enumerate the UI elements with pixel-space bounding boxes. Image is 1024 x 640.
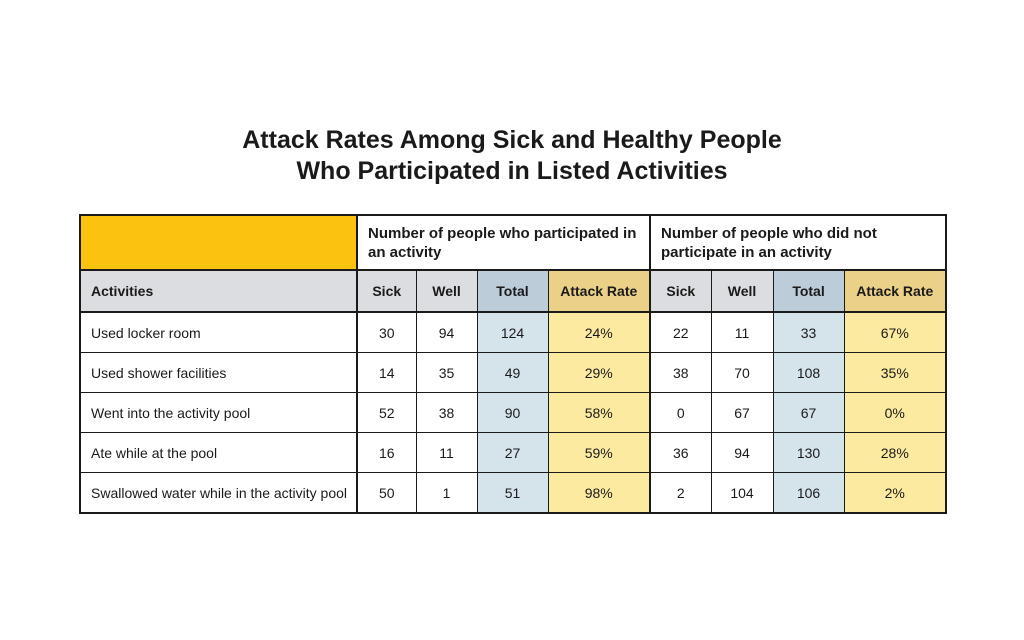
activity-label: Went into the activity pool	[79, 392, 358, 433]
n-total-cell: 67	[772, 392, 845, 433]
p-sick-cell: 52	[356, 392, 417, 433]
p-attack-rate-cell: 24%	[547, 311, 651, 353]
attack-rate-table: Number of people who participated in an …	[79, 214, 948, 514]
n-well-cell: 11	[710, 311, 774, 353]
group-participated-header: Number of people who participated in an …	[355, 214, 651, 271]
p-total-cell: 124	[476, 311, 549, 353]
table-row: Ate while at the pool 16 11 27 59% 36 94…	[79, 432, 947, 473]
col-activities: Activities	[79, 269, 358, 313]
n-total-cell: 33	[772, 311, 845, 353]
title-line-2: Who Participated in Listed Activities	[296, 157, 728, 185]
n-attack-rate-cell: 28%	[843, 432, 947, 473]
p-total-cell: 90	[476, 392, 549, 433]
col-p-well: Well	[415, 269, 478, 313]
n-sick-cell: 38	[649, 352, 712, 393]
n-well-cell: 94	[710, 432, 774, 473]
p-attack-rate-cell: 59%	[547, 432, 651, 473]
p-attack-rate-cell: 98%	[547, 472, 651, 514]
col-p-sick: Sick	[356, 269, 417, 313]
n-total-cell: 108	[772, 352, 845, 393]
title-line-1: Attack Rates Among Sick and Healthy Peop…	[242, 126, 782, 154]
n-attack-rate-cell: 35%	[843, 352, 947, 393]
n-well-cell: 70	[710, 352, 774, 393]
p-total-cell: 49	[476, 352, 549, 393]
n-sick-cell: 2	[649, 472, 712, 514]
table-row: Used shower facilities 14 35 49 29% 38 7…	[79, 352, 947, 393]
p-well-cell: 1	[415, 472, 478, 514]
p-well-cell: 35	[415, 352, 478, 393]
table-row: Used locker room 30 94 124 24% 22 11 33 …	[79, 311, 947, 353]
p-sick-cell: 50	[356, 472, 417, 514]
p-well-cell: 38	[415, 392, 478, 433]
activity-label: Used shower facilities	[79, 352, 358, 393]
p-well-cell: 11	[415, 432, 478, 473]
table-row: Went into the activity pool 52 38 90 58%…	[79, 392, 947, 433]
p-attack-rate-cell: 58%	[547, 392, 651, 433]
n-sick-cell: 36	[649, 432, 712, 473]
column-header-row: Activities Sick Well Total Attack Rate S…	[79, 269, 947, 313]
activity-label: Used locker room	[79, 311, 358, 353]
col-n-sick: Sick	[649, 269, 712, 313]
activity-label: Ate while at the pool	[79, 432, 358, 473]
n-sick-cell: 22	[649, 311, 712, 353]
n-total-cell: 130	[772, 432, 845, 473]
n-well-cell: 67	[710, 392, 774, 433]
p-total-cell: 51	[476, 472, 549, 514]
group-not-participated-header: Number of people who did not participate…	[649, 214, 947, 271]
col-n-total: Total	[772, 269, 845, 313]
col-p-attack-rate: Attack Rate	[547, 269, 651, 313]
n-sick-cell: 0	[649, 392, 712, 433]
p-sick-cell: 16	[356, 432, 417, 473]
p-total-cell: 27	[476, 432, 549, 473]
p-sick-cell: 30	[356, 311, 417, 353]
page-title: Attack Rates Among Sick and Healthy Peop…	[0, 125, 1024, 187]
n-attack-rate-cell: 67%	[843, 311, 947, 353]
n-attack-rate-cell: 0%	[843, 392, 947, 433]
p-sick-cell: 14	[356, 352, 417, 393]
group-header-row: Number of people who participated in an …	[79, 214, 947, 271]
header-swatch	[79, 214, 358, 271]
activity-label: Swallowed water while in the activity po…	[79, 472, 358, 514]
col-n-attack-rate: Attack Rate	[843, 269, 947, 313]
p-attack-rate-cell: 29%	[547, 352, 651, 393]
col-n-well: Well	[710, 269, 774, 313]
n-well-cell: 104	[710, 472, 774, 514]
n-total-cell: 106	[772, 472, 845, 514]
table-row: Swallowed water while in the activity po…	[79, 472, 947, 514]
col-p-total: Total	[476, 269, 549, 313]
n-attack-rate-cell: 2%	[843, 472, 947, 514]
p-well-cell: 94	[415, 311, 478, 353]
